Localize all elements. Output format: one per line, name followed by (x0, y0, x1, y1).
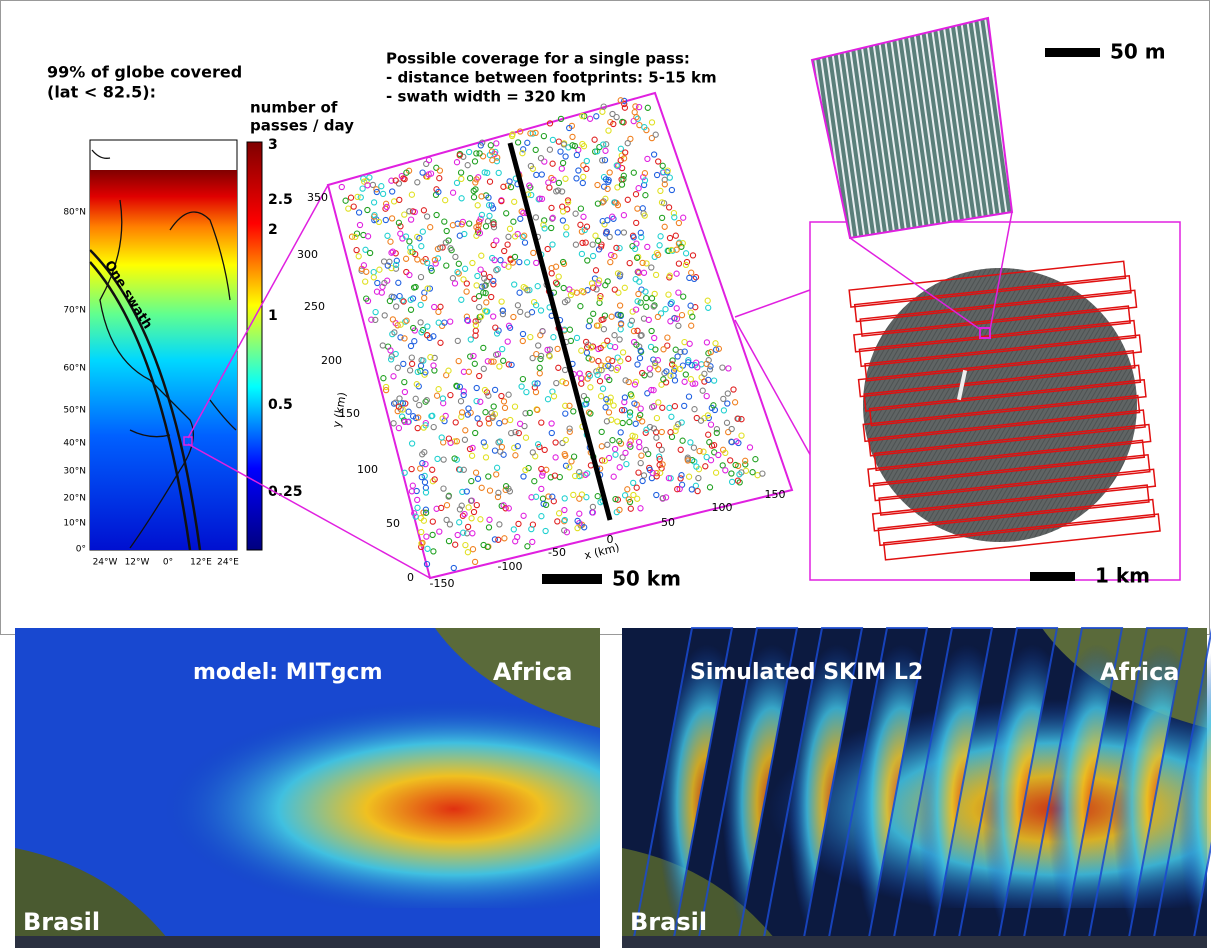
lat-label: 40°N (63, 439, 86, 449)
colorbar-tick-label: 2.5 (268, 192, 293, 208)
lat-label: 0° (76, 545, 86, 555)
scale-label: 1 km (1095, 564, 1150, 588)
y-tick-label: 100 (357, 463, 378, 476)
lat-label: 10°N (63, 519, 86, 529)
x-tick-label: 50 (661, 516, 675, 529)
lat-label: 50°N (63, 406, 86, 416)
colorbar-tick-label: 0.5 (268, 397, 293, 413)
y-tick-label: 0 (407, 571, 414, 584)
map-title: 99% of globe covered (47, 63, 242, 82)
brasil-label: Brasil (630, 908, 707, 936)
panel-caption: Simulated SKIM L2 (690, 660, 923, 685)
scale-bar (1045, 48, 1100, 57)
pass-title: Possible coverage for a single pass: (386, 50, 690, 68)
x-tick-label: 100 (712, 501, 733, 514)
scale-label: 50 km (612, 567, 681, 591)
lat-label: 70°N (63, 306, 86, 316)
x-tick-label: 150 (765, 488, 786, 501)
x-tick-label: -150 (430, 577, 455, 590)
lat-label: 30°N (63, 467, 86, 477)
africa-label: Africa (493, 658, 573, 686)
toolbar (622, 936, 1207, 948)
map-field (90, 170, 237, 550)
panel-caption: model: MITgcm (193, 660, 383, 685)
lon-label: 24°E (217, 558, 239, 568)
toolbar (15, 936, 600, 948)
x-tick-label: -100 (498, 560, 523, 573)
colorbar-title: number of (250, 99, 338, 117)
scale-bar (1030, 572, 1075, 581)
colorbar-tick-label: 2 (268, 222, 278, 238)
y-tick-label: 300 (297, 248, 318, 261)
lat-label: 80°N (63, 208, 86, 218)
colorbar-tick-label: 3 (268, 137, 278, 153)
map-title: (lat < 82.5): (47, 83, 156, 102)
figure: 99% of globe covered(lat < 82.5):One swa… (0, 0, 1211, 948)
y-tick-label: 50 (386, 517, 400, 530)
lat-label: 20°N (63, 494, 86, 504)
lon-label: 12°W (125, 558, 150, 568)
africa-label: Africa (1100, 658, 1180, 686)
y-tick-label: 200 (321, 354, 342, 367)
y-tick-label: 350 (307, 191, 328, 204)
lat-label: 60°N (63, 364, 86, 374)
colorbar-tick-label: 1 (268, 308, 278, 324)
colorbar (247, 142, 262, 550)
lon-label: 0° (163, 558, 173, 568)
colorbar-title: passes / day (250, 117, 354, 135)
pass-title: - distance between footprints: 5-15 km (386, 69, 717, 87)
pass-title: - swath width = 320 km (386, 88, 586, 106)
scale-bar (542, 574, 602, 584)
brasil-label: Brasil (23, 908, 100, 936)
y-tick-label: 250 (304, 300, 325, 313)
lon-label: 12°E (190, 558, 212, 568)
x-tick-label: -50 (548, 546, 566, 559)
scale-label: 50 m (1110, 40, 1166, 64)
ocean-band (15, 688, 600, 908)
lon-label: 24°W (93, 558, 118, 568)
